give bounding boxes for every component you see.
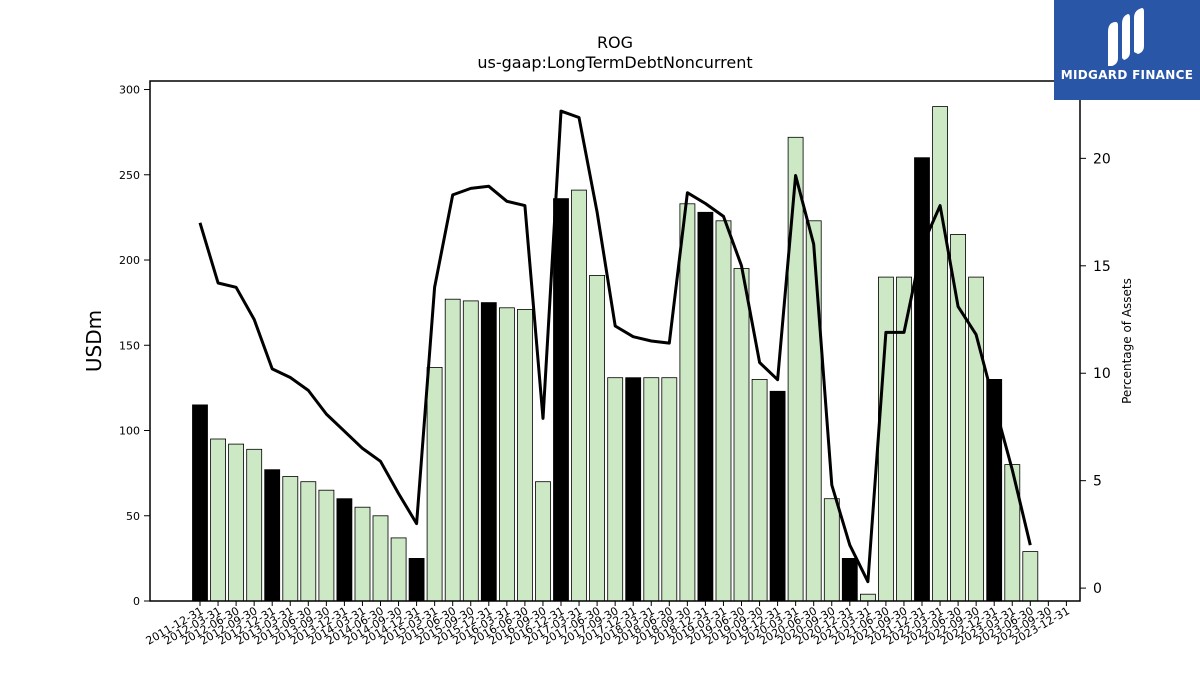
- bar: [390, 537, 407, 602]
- bar: [192, 404, 208, 602]
- bar: [535, 481, 551, 602]
- bar: [300, 481, 317, 602]
- line-layer: [198, 109, 1032, 584]
- chart-subtitle: us-gaap:LongTermDebtNoncurrent: [477, 53, 752, 72]
- bar: [860, 593, 876, 602]
- bar: [878, 276, 894, 602]
- y2-tick-label: 15: [1093, 259, 1111, 275]
- y2-tick-label: 10: [1093, 366, 1111, 382]
- bar: [661, 377, 678, 602]
- y-tick-label: 150: [119, 339, 140, 352]
- y-axis-label: USDm: [82, 310, 106, 372]
- bar: [733, 268, 750, 602]
- bar: [372, 515, 389, 602]
- logo-text: MIDGARD FINANCE: [1060, 68, 1194, 82]
- chart-title: ROG: [597, 33, 633, 52]
- bar: [553, 198, 569, 602]
- bar: [426, 366, 443, 602]
- y-tick-label: 200: [119, 254, 140, 267]
- bar: [517, 309, 533, 602]
- bar: [950, 233, 966, 602]
- y-tick-label: 50: [126, 510, 140, 523]
- bar: [986, 378, 1003, 602]
- bar: [697, 211, 714, 602]
- bar: [246, 448, 263, 602]
- bar: [1022, 551, 1039, 602]
- bar: [318, 489, 335, 602]
- midgard-finance-logo: MIDGARD FINANCE: [1054, 0, 1200, 100]
- y-tick-label: 0: [133, 595, 140, 608]
- bar: [679, 203, 696, 602]
- logo-mark-icon: [1108, 8, 1144, 66]
- bar: [282, 476, 299, 602]
- bars-layer: [192, 106, 1039, 602]
- bar: [264, 469, 281, 602]
- bar: [480, 302, 497, 602]
- bar: [932, 106, 948, 602]
- bar: [914, 157, 930, 602]
- bar: [769, 390, 786, 602]
- y-tick-label: 100: [119, 425, 140, 438]
- y-tick-label: 300: [119, 84, 140, 97]
- bar: [715, 220, 732, 602]
- bar: [805, 220, 822, 602]
- bar: [408, 558, 425, 602]
- x-axis: 2011-12-312012-03-312012-06-302012-09-30…: [144, 601, 1072, 648]
- bar: [589, 274, 605, 602]
- bar: [1004, 464, 1021, 602]
- bar: [354, 506, 371, 602]
- y2-tick-label: 0: [1093, 581, 1102, 597]
- bar: [643, 377, 660, 602]
- bar: [607, 377, 624, 602]
- bar: [625, 377, 642, 602]
- bar: [444, 298, 461, 602]
- bar: [210, 438, 227, 602]
- y2-tick-label: 20: [1093, 151, 1111, 167]
- percentage-line: [198, 109, 1032, 584]
- y-tick-label: 250: [119, 169, 140, 182]
- y2-axis-label: Percentage of Assets: [1120, 278, 1134, 404]
- y-axis-right: 0 5 10 15 20: [1080, 151, 1111, 597]
- bar: [823, 498, 840, 602]
- bar: [571, 189, 587, 602]
- bar: [228, 443, 245, 602]
- bar: [787, 136, 804, 602]
- bar: [841, 558, 858, 602]
- bar: [462, 300, 479, 602]
- bar: [336, 498, 353, 602]
- bar: [498, 307, 515, 602]
- y-axis-left: 0 50 100 150 200 250 300: [119, 84, 150, 608]
- y2-tick-label: 5: [1093, 474, 1102, 490]
- bar: [751, 378, 768, 602]
